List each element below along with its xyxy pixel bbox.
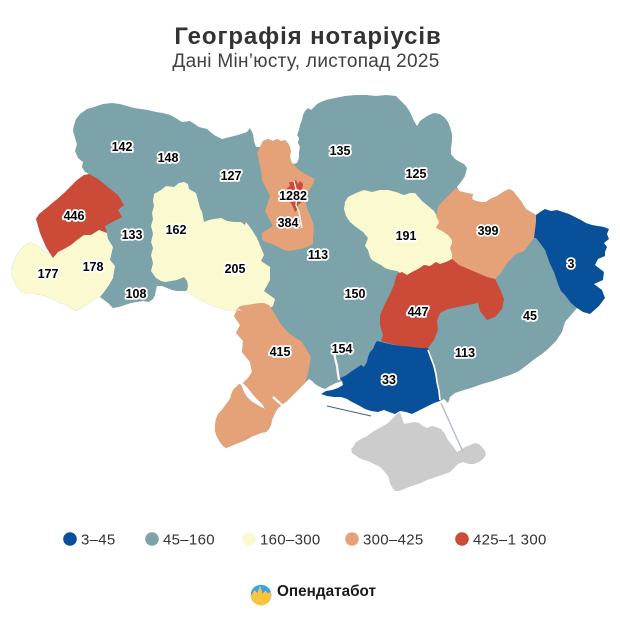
svg-text:Опендатабот: Опендатабот bbox=[277, 583, 377, 600]
svg-text:45–160: 45–160 bbox=[163, 532, 215, 549]
svg-text:425–1 300: 425–1 300 bbox=[473, 532, 547, 549]
svg-text:1282: 1282 bbox=[279, 189, 307, 203]
svg-text:142: 142 bbox=[112, 140, 133, 154]
svg-text:135: 135 bbox=[330, 144, 351, 158]
svg-text:205: 205 bbox=[225, 262, 246, 276]
svg-text:160–300: 160–300 bbox=[260, 532, 321, 549]
svg-text:162: 162 bbox=[166, 223, 187, 237]
svg-text:125: 125 bbox=[406, 167, 427, 181]
svg-text:148: 148 bbox=[158, 151, 179, 165]
svg-text:415: 415 bbox=[270, 345, 291, 359]
svg-text:133: 133 bbox=[122, 228, 143, 242]
svg-text:446: 446 bbox=[64, 209, 85, 223]
svg-text:127: 127 bbox=[221, 169, 242, 183]
svg-text:177: 177 bbox=[38, 267, 59, 281]
svg-text:3–45: 3–45 bbox=[81, 532, 116, 549]
svg-text:384: 384 bbox=[278, 216, 299, 230]
svg-text:191: 191 bbox=[396, 229, 417, 243]
svg-text:45: 45 bbox=[523, 309, 537, 323]
svg-text:108: 108 bbox=[126, 287, 147, 301]
svg-text:Географія нотаріусів: Географія нотаріусів bbox=[174, 23, 441, 50]
svg-text:399: 399 bbox=[478, 224, 499, 238]
svg-text:33: 33 bbox=[382, 373, 396, 387]
svg-text:154: 154 bbox=[332, 342, 353, 356]
svg-text:178: 178 bbox=[83, 260, 104, 274]
svg-text:150: 150 bbox=[345, 287, 366, 301]
svg-text:113: 113 bbox=[308, 248, 328, 262]
svg-text:447: 447 bbox=[408, 305, 429, 319]
svg-text:Дані Мін’юсту, листопад 2025: Дані Мін’юсту, листопад 2025 bbox=[172, 51, 439, 72]
svg-text:3: 3 bbox=[568, 257, 575, 271]
svg-text:300–425: 300–425 bbox=[363, 532, 424, 549]
svg-text:113: 113 bbox=[455, 346, 475, 360]
